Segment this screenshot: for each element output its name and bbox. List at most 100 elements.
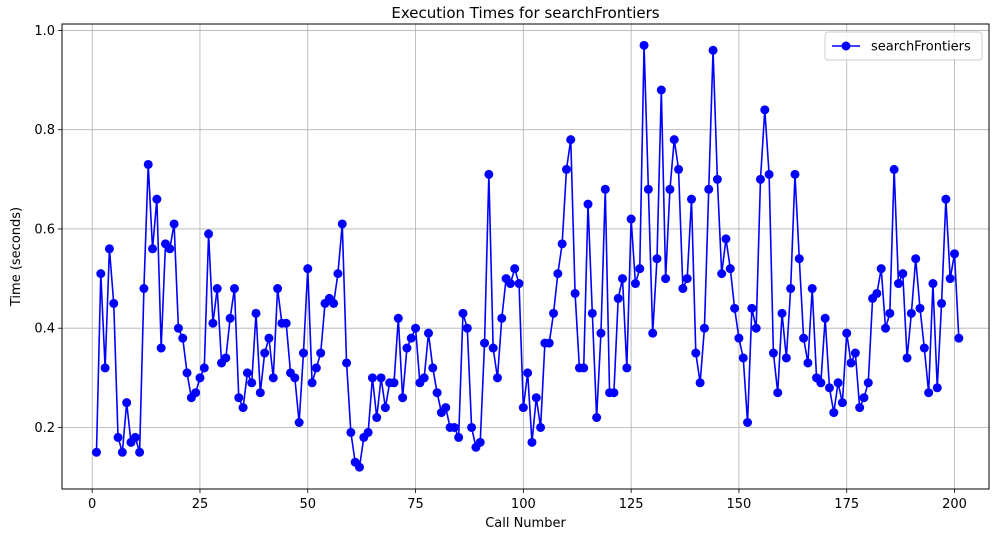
data-point (665, 184, 675, 194)
data-point (760, 105, 770, 115)
x-axis-label: Call Number (485, 516, 566, 531)
data-point (846, 358, 856, 368)
x-tick-label: 175 (834, 497, 859, 512)
data-point (549, 308, 559, 318)
data-point (950, 249, 960, 259)
data-point (803, 358, 813, 368)
data-point (579, 363, 589, 373)
data-point (273, 284, 283, 294)
data-point (199, 363, 209, 373)
data-point (699, 323, 709, 333)
data-point (432, 388, 442, 398)
data-point (566, 135, 576, 145)
legend: searchFrontiers (824, 31, 983, 61)
data-point (712, 174, 722, 184)
data-point (587, 308, 597, 318)
data-point (113, 432, 123, 442)
x-tick-label: 75 (407, 497, 424, 512)
data-point (915, 303, 925, 313)
data-point (281, 318, 291, 328)
data-point (643, 184, 653, 194)
data-point (337, 219, 347, 229)
data-point (872, 288, 882, 298)
data-point (178, 333, 188, 343)
data-point (751, 323, 761, 333)
data-point (889, 164, 899, 174)
data-point (764, 169, 774, 179)
data-point (945, 274, 955, 284)
data-point (932, 383, 942, 393)
data-point (454, 432, 464, 442)
data-point (669, 135, 679, 145)
legend-label: searchFrontiers (871, 40, 971, 55)
data-point (480, 338, 490, 348)
data-point (777, 308, 787, 318)
data-point (402, 343, 412, 353)
data-point (557, 239, 567, 249)
x-tick-label: 125 (619, 497, 644, 512)
data-point (212, 284, 222, 294)
data-point (833, 378, 843, 388)
data-point (441, 403, 451, 413)
data-point (169, 219, 179, 229)
data-point (195, 373, 205, 383)
data-point (268, 373, 278, 383)
data-point (876, 264, 886, 274)
data-point (264, 333, 274, 343)
data-point (342, 358, 352, 368)
data-point (807, 284, 817, 294)
data-point (850, 348, 860, 358)
data-point (863, 378, 873, 388)
grid-lines (62, 24, 989, 489)
y-axis-label: Time (seconds) (9, 207, 24, 307)
x-tick-label: 100 (511, 497, 536, 512)
data-point (747, 303, 757, 313)
series-layer (91, 40, 964, 472)
data-point (376, 373, 386, 383)
data-point (251, 308, 261, 318)
data-point (924, 388, 934, 398)
legend-marker-swatch (841, 41, 851, 51)
data-point (824, 383, 834, 393)
data-point (234, 393, 244, 403)
data-point (859, 393, 869, 403)
data-point (695, 378, 705, 388)
data-point (208, 318, 218, 328)
data-point (773, 388, 783, 398)
data-point (656, 85, 666, 95)
data-point (238, 403, 248, 413)
data-point (100, 363, 110, 373)
data-point (790, 169, 800, 179)
data-point (531, 393, 541, 403)
data-point (622, 363, 632, 373)
data-point (704, 184, 714, 194)
data-point (255, 388, 265, 398)
data-point (885, 308, 895, 318)
data-point (855, 403, 865, 413)
data-point (475, 437, 485, 447)
data-point (837, 398, 847, 408)
data-point (755, 174, 765, 184)
data-point (346, 427, 356, 437)
data-point (820, 313, 830, 323)
data-point (367, 373, 377, 383)
data-point (721, 234, 731, 244)
x-tick-label: 0 (88, 497, 96, 512)
data-point (298, 348, 308, 358)
data-point (652, 254, 662, 264)
data-point (122, 398, 132, 408)
data-point (613, 293, 623, 303)
data-point (596, 328, 606, 338)
data-point (109, 298, 119, 308)
data-point (928, 279, 938, 289)
data-point (661, 274, 671, 284)
data-point (333, 269, 343, 279)
data-point (96, 269, 106, 279)
data-point (678, 284, 688, 294)
data-point (618, 274, 628, 284)
data-point (294, 418, 304, 427)
data-point (743, 418, 753, 427)
data-point (204, 229, 214, 239)
data-point (462, 323, 472, 333)
data-point (682, 274, 692, 284)
